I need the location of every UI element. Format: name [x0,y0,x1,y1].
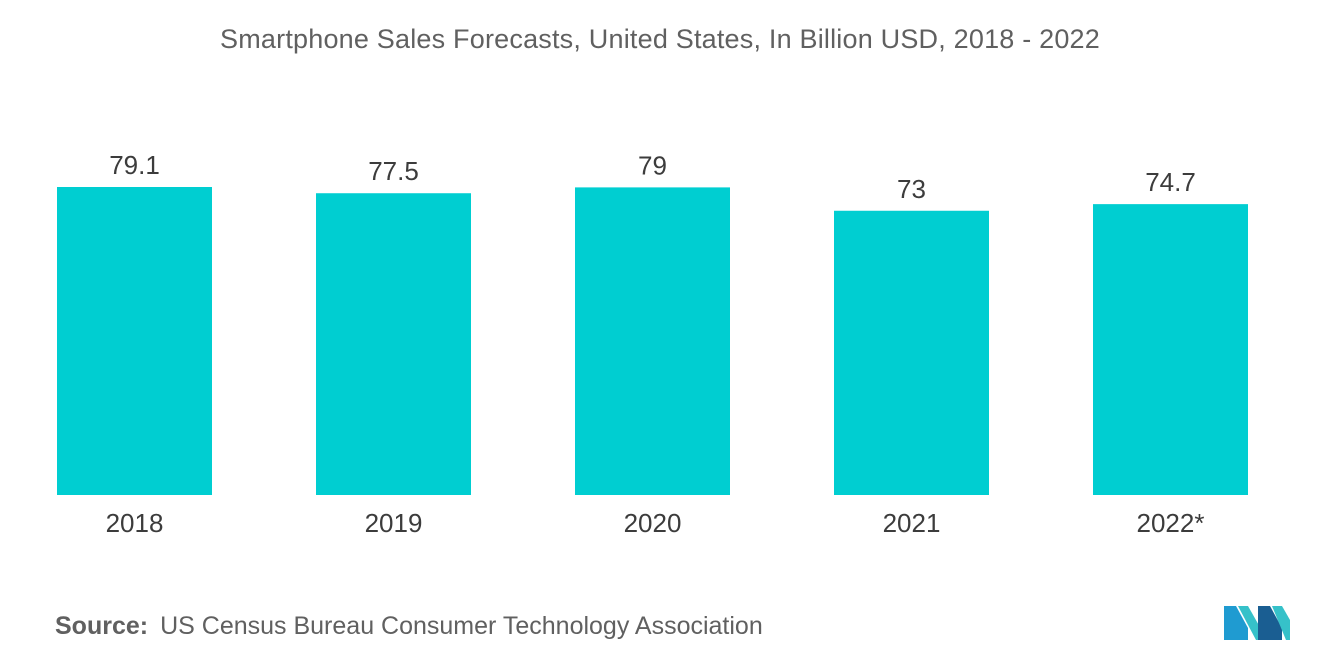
x-tick-2022*: 2022* [1137,508,1205,538]
bar-2020 [575,187,730,495]
source-label: Source: [55,612,149,640]
source-note: Source: US Census Bureau Consumer Technol… [55,612,763,641]
x-tick-2020: 2020 [624,508,682,538]
bar-2018 [57,187,212,495]
x-tick-2021: 2021 [883,508,941,538]
x-tick-2019: 2019 [365,508,423,538]
source-text: US Census Bureau Consumer Technology Ass… [160,612,763,640]
bars-layer [57,187,1248,496]
data-label-2018: 79.1 [109,150,160,180]
bar-2019 [316,193,471,495]
bar-2022* [1093,204,1248,495]
bar-chart: 79.1 77.5 79 73 74.7 2018 2019 2020 2021 2022* [57,150,1248,538]
bar-2021 [834,210,989,496]
data-label-2020: 79 [638,150,667,180]
data-label-2021: 73 [897,174,926,204]
x-tick-labels: 2018 2019 2020 2021 2022* [106,508,1205,538]
data-label-2019: 77.5 [368,156,419,186]
value-labels-layer: 79.1 77.5 79 73 74.7 [109,150,1196,204]
data-label-2022*: 74.7 [1145,167,1196,197]
chart-title: Smartphone Sales Forecasts, United State… [220,24,1100,54]
mordor-intelligence-logo-icon [1224,606,1290,640]
x-tick-2018: 2018 [106,508,164,538]
